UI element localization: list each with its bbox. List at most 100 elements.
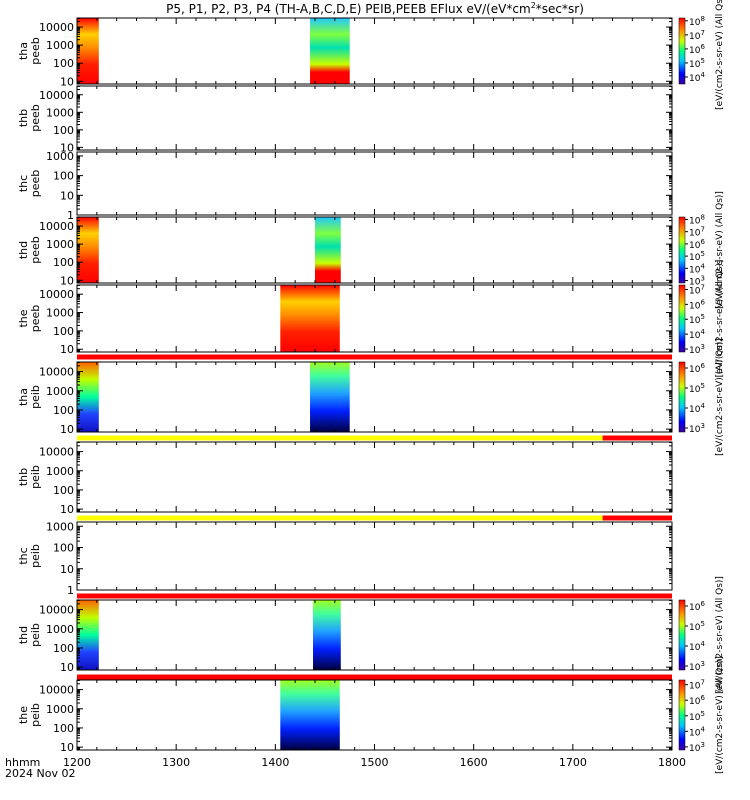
data-block <box>77 18 99 84</box>
panel-frame <box>76 361 673 433</box>
colorbar-tick-label: 107 <box>689 29 705 42</box>
colorbar-label: [eV/(cm2-s-sr-eV) (All Qs)] <box>715 0 725 110</box>
y-tick-label: 10000 <box>39 220 74 233</box>
y-tick-label: 10000 <box>39 21 74 34</box>
y-tick-label: 10 <box>60 503 74 516</box>
data-block <box>310 362 350 432</box>
panel-the_peib: 10 100 1000 10000 thepeib 103 104 105 106 107 [eV/… <box>17 656 725 774</box>
colorbar-tick-label: 105 <box>689 620 705 633</box>
data-block <box>280 680 340 750</box>
colorbar-tick-label: 104 <box>689 71 705 84</box>
colorbar-tick-label: 104 <box>689 328 705 341</box>
panel-frame <box>76 216 673 284</box>
y-axis-label: thapeib <box>17 385 42 409</box>
data-block <box>77 217 99 283</box>
y-axis-label: thdpeib <box>17 623 42 647</box>
colorbar-tick-label: 103 <box>689 343 705 356</box>
flag-bar <box>77 593 672 599</box>
panel-frame <box>76 85 673 151</box>
y-tick-label: 1000 <box>46 703 74 716</box>
panel-frame <box>76 441 673 513</box>
panel-frame <box>76 599 673 671</box>
y-tick-label: 100 <box>53 170 74 183</box>
y-tick-label: 1000 <box>46 520 74 533</box>
colorbar <box>678 361 686 433</box>
panel-frame <box>76 521 673 591</box>
colorbar-tick-label: 107 <box>689 283 705 296</box>
y-tick-label: 10 <box>60 563 74 576</box>
y-tick-label: 10 <box>60 189 74 202</box>
y-tick-label: 10000 <box>39 366 74 379</box>
y-axis-label: thbpeib <box>17 465 42 489</box>
figure-title: P5, P1, P2, P3, P4 (TH-A,B,C,D,E) PEIB,P… <box>166 1 584 16</box>
colorbar <box>678 679 686 751</box>
x-tick-label: 1300 <box>162 756 190 769</box>
colorbar-tick-label: 104 <box>689 262 705 275</box>
y-tick-label: 10 <box>60 423 74 436</box>
data-block <box>313 600 341 670</box>
y-axis-label: thbpeeb <box>17 104 42 132</box>
x-tick-label: 1200 <box>63 756 91 769</box>
x-tick-label: 1500 <box>361 756 389 769</box>
data-block <box>77 600 99 670</box>
flag-segment <box>77 435 603 441</box>
colorbar-tick-label: 106 <box>689 238 705 251</box>
colorbar-tick-label: 107 <box>689 226 705 239</box>
colorbar <box>678 17 686 85</box>
colorbar-tick-label: 108 <box>689 213 705 226</box>
panel-frame <box>76 679 673 751</box>
y-tick-label: 100 <box>53 256 74 269</box>
colorbar-tick-label: 103 <box>689 741 705 754</box>
colorbar-tick-label: 103 <box>689 422 705 435</box>
y-tick-label: 100 <box>53 124 74 137</box>
panel-thc_peib: 1 10 100 1000 thcpeib <box>17 520 673 597</box>
flag-bar <box>77 435 672 441</box>
colorbar-label: [eV/(cm2-s-sr-eV) (All Qs)] <box>715 260 725 378</box>
y-tick-label: 1000 <box>46 623 74 636</box>
colorbar-tick-label: 103 <box>689 660 705 673</box>
colorbar <box>678 284 686 353</box>
panel-thd_peib: 10 100 1000 10000 thdpeib 103 104 105 106 [eV/(cm… <box>17 576 725 694</box>
colorbar-tick-label: 104 <box>689 725 705 738</box>
x-axis-label-line1: hhmm <box>5 756 40 769</box>
data-block <box>77 362 99 432</box>
y-tick-label: 1000 <box>46 39 74 52</box>
colorbar-tick-label: 105 <box>689 313 705 326</box>
colorbar-tick-label: 106 <box>689 298 705 311</box>
colorbar-tick-label: 105 <box>689 57 705 70</box>
data-block <box>280 285 340 352</box>
y-tick-label: 100 <box>53 484 74 497</box>
flag-bar <box>77 354 672 360</box>
colorbar-tick-label: 104 <box>689 640 705 653</box>
y-tick-label: 100 <box>53 722 74 735</box>
flag-segment <box>77 354 672 360</box>
y-tick-label: 1000 <box>46 150 74 163</box>
flag-segment <box>602 515 672 521</box>
flag-bar <box>77 515 672 521</box>
x-tick-label: 1800 <box>658 756 686 769</box>
y-axis-label: thepeeb <box>17 305 42 333</box>
y-axis-label: thapeeb <box>17 37 42 65</box>
y-tick-label: 1000 <box>46 307 74 320</box>
y-tick-label: 10000 <box>39 446 74 459</box>
flag-segment <box>77 593 672 599</box>
panel-frame <box>76 17 673 85</box>
flag-segment <box>602 435 672 441</box>
colorbar-label: [eV/(cm2-s-sr-eV) (All Qs)] <box>715 656 725 774</box>
y-tick-label: 10 <box>60 274 74 287</box>
y-tick-label: 10000 <box>39 604 74 617</box>
y-tick-label: 10 <box>60 75 74 88</box>
y-tick-label: 1 <box>67 209 74 222</box>
panel-thb_peeb: 10 100 1000 10000 thbpeeb <box>17 85 673 154</box>
x-axis-label-line2: 2024 Nov 02 <box>5 767 75 780</box>
y-tick-label: 10 <box>60 741 74 754</box>
colorbar-tick-label: 105 <box>689 710 705 723</box>
y-tick-label: 10000 <box>39 684 74 697</box>
data-block <box>310 18 350 84</box>
colorbar-tick-label: 104 <box>689 402 705 415</box>
flag-segment <box>77 674 672 680</box>
x-tick-label: 1700 <box>559 756 587 769</box>
y-tick-label: 1000 <box>46 106 74 119</box>
